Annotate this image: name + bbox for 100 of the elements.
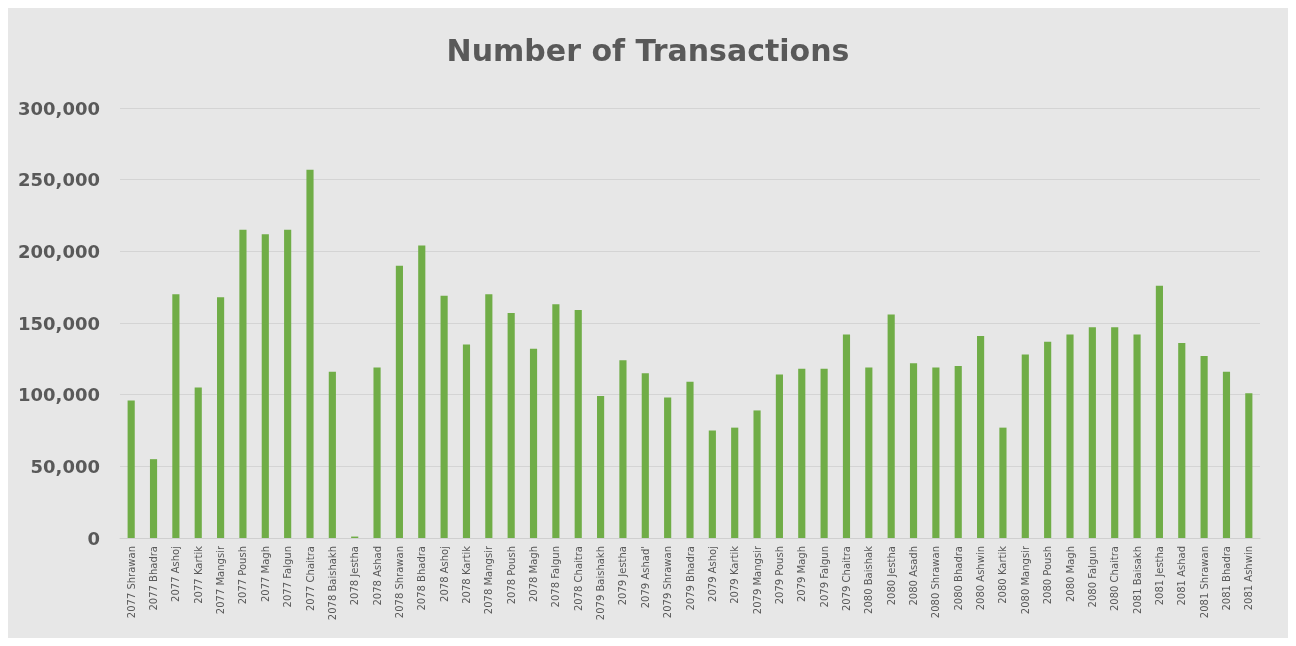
x-tick-label: 2081 Ashad <box>1176 546 1188 606</box>
bar <box>686 381 694 538</box>
chart-title: Number of Transactions <box>446 32 850 68</box>
bar <box>284 229 292 538</box>
bar <box>999 427 1007 538</box>
x-tick-label: 2077 Magh <box>259 546 271 603</box>
x-tick-label: 2077 Mangsir <box>215 545 227 615</box>
x-tick-label: 2079 Mangsir <box>751 545 763 615</box>
x-tick-label: 2080 Falgun <box>1086 546 1098 608</box>
bar <box>395 265 403 538</box>
x-tick-label: 2078 Kartik <box>460 545 472 604</box>
x-tick-label: 2077 Shrawan <box>125 546 137 619</box>
bar <box>261 234 269 538</box>
bar <box>529 348 538 538</box>
bar <box>887 314 895 538</box>
x-tick-label: 2080 Shrawan <box>930 546 942 619</box>
x-tick-label: 2078 Magh <box>528 546 540 603</box>
y-tick-label: 0 <box>87 527 100 549</box>
y-tick-label: 250,000 <box>18 169 100 191</box>
bar <box>440 295 448 538</box>
x-tick-label: 2078 Mangsir <box>483 545 495 615</box>
bar <box>731 427 739 538</box>
x-tick-label: 2079 Magh <box>796 546 808 603</box>
x-tick-label: 2081 Shrawan <box>1198 546 1210 619</box>
y-tick-label: 150,000 <box>18 312 100 334</box>
x-tick-label: 2079 Baishakh <box>595 546 607 621</box>
x-tick-label: 2079 Ashoj <box>706 546 718 602</box>
bar <box>239 229 247 538</box>
x-tick-label: 2080 Asadh <box>908 546 920 606</box>
x-tick-label: 2080 Kartik <box>997 545 1009 604</box>
x-tick-label: 2077 Poush <box>237 546 249 605</box>
bar <box>597 396 605 538</box>
x-tick-label: 2080 Bhadra <box>952 546 964 611</box>
bar <box>842 334 851 538</box>
x-tick-label: 2079 Shrawan <box>662 546 674 619</box>
x-tick-label: 2078 Ashad <box>371 546 383 606</box>
x-tick-label: 2080 Chaitra <box>1109 546 1121 612</box>
x-tick-label: 2079 Chaitra <box>840 546 852 612</box>
bar <box>149 459 158 538</box>
x-tick-label: 2079 Kartik <box>729 545 741 604</box>
x-tick-label: 2079 Bhadra <box>684 546 696 611</box>
x-tick-label: 2081 Ashwin <box>1243 546 1255 611</box>
x-tick-label: 2079 Falgun <box>818 546 830 608</box>
x-tick-label: 2081 Baisakh <box>1131 546 1143 614</box>
bar <box>1133 334 1141 538</box>
bar <box>217 297 225 538</box>
bar <box>194 387 202 538</box>
x-tick-label: 2077 Ashoj <box>170 546 182 602</box>
bar <box>641 373 649 538</box>
bar <box>1178 343 1186 538</box>
bar <box>820 368 828 538</box>
bar <box>328 371 336 538</box>
x-tick-label: 2079 Poush <box>773 546 785 605</box>
y-tick-label: 100,000 <box>18 384 100 406</box>
bar <box>373 367 381 538</box>
x-tick-label: 2079 Ashad' <box>639 546 651 609</box>
bar <box>1200 355 1208 538</box>
bar <box>977 335 985 538</box>
bar <box>306 169 314 538</box>
x-tick-label: 2078 Bhadra <box>416 546 428 611</box>
x-tick-label: 2081 Jestha <box>1153 546 1165 606</box>
bar <box>1222 371 1231 538</box>
x-tick-label: 2080 Mangsir <box>1019 545 1031 615</box>
bar <box>619 360 627 538</box>
x-tick-label: 2080 Ashwin <box>975 546 987 611</box>
x-tick-label: 2078 Falgun <box>550 546 562 608</box>
x-tick-label: 2078 Poush <box>505 546 517 605</box>
bar <box>1155 285 1163 538</box>
x-tick-label: 2078 Ashoj <box>438 546 450 602</box>
bar <box>172 294 180 538</box>
bar <box>664 397 672 538</box>
x-tick-label: 2077 Kartik <box>192 545 204 604</box>
bar <box>127 400 135 538</box>
x-tick-label: 2080 Jestha <box>885 546 897 606</box>
x-tick-label: 2080 Poush <box>1042 546 1054 605</box>
bar <box>932 367 940 538</box>
bar <box>909 363 918 538</box>
x-tick-label: 2077 Falgun <box>282 546 294 608</box>
bar <box>865 367 873 538</box>
bar <box>1044 341 1052 538</box>
y-tick-label: 50,000 <box>30 455 100 477</box>
bar <box>485 294 493 538</box>
x-tick-label: 2077 Bhadra <box>148 546 160 611</box>
y-tick-label: 300,000 <box>18 97 100 119</box>
bar <box>708 430 716 538</box>
y-tick-label: 200,000 <box>18 240 100 262</box>
x-tick-label: 2078 Shrawan <box>393 546 405 619</box>
x-tick-label: 2077 Chaitra <box>304 546 316 612</box>
x-tick-label: 2078 Jestha <box>349 546 361 606</box>
bar <box>418 245 426 538</box>
bar <box>1111 327 1119 538</box>
bar <box>775 374 783 538</box>
bar <box>574 310 582 538</box>
bar <box>798 368 806 538</box>
bar <box>753 410 761 538</box>
bar <box>954 366 962 538</box>
x-tick-label: 2078 Chaitra <box>572 546 584 612</box>
bar <box>552 304 560 538</box>
bar <box>1088 327 1096 538</box>
x-tick-label: 2080 Magh <box>1064 546 1076 603</box>
